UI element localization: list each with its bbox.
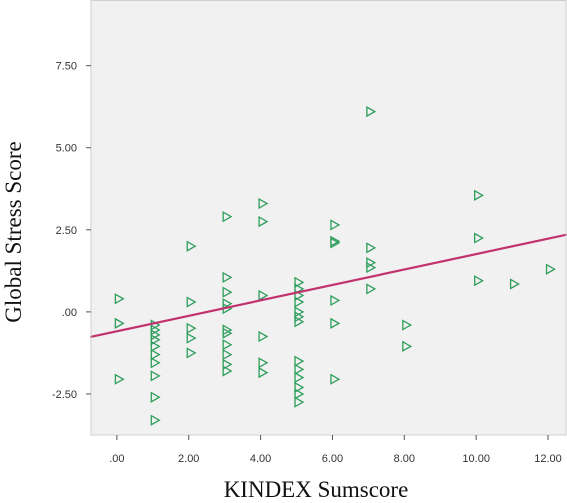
data-point-marker [186, 332, 197, 344]
data-point-marker [186, 322, 197, 334]
x-tick-label: 2.00 [178, 453, 199, 465]
data-point-marker [294, 296, 305, 308]
data-point-marker [474, 275, 484, 287]
y-tick-label: 2.50 [56, 225, 77, 237]
x-axis-ticks: .00 2.00 4.00 6.00 8.00 10.00 12.00 [109, 435, 562, 465]
data-point-marker [114, 293, 125, 305]
data-point-marker [474, 232, 484, 244]
data-point-marker [186, 240, 197, 252]
data-point-marker [545, 263, 556, 275]
data-point-marker [294, 371, 305, 384]
data-point-marker [294, 396, 305, 408]
data-point-marker [330, 317, 341, 329]
data-point-marker [222, 327, 233, 339]
data-point-marker [294, 316, 305, 328]
data-point-marker [330, 294, 341, 307]
data-point-marker [402, 340, 413, 352]
y-tick-label: .00 [62, 307, 77, 319]
data-point-marker [222, 271, 233, 284]
y-tick-label: 7.50 [56, 61, 77, 73]
data-point-marker [294, 355, 305, 367]
data-point-marker [114, 317, 125, 329]
data-point-marker [366, 283, 377, 295]
plot-background [91, 0, 566, 435]
data-point-marker [294, 276, 305, 288]
data-point-marker [186, 347, 197, 359]
data-point-marker [258, 289, 269, 302]
data-point-marker [150, 348, 161, 361]
x-axis-title: KINDEX Sumscore [224, 477, 409, 502]
data-point-marker [330, 373, 341, 385]
data-point-marker [366, 242, 377, 254]
data-point-marker [258, 215, 269, 228]
data-point-marker [222, 348, 233, 361]
x-tick-label: .00 [109, 453, 124, 465]
data-point-marker [150, 334, 161, 346]
data-point-marker [150, 391, 161, 403]
plot-frame [90, 0, 567, 436]
x-tick-label: 12.00 [534, 453, 562, 465]
y-axis-ticks: 7.50 5.00 2.50 .00 -2.50 [52, 61, 91, 401]
data-point-marker [222, 211, 233, 223]
data-point-marker [222, 339, 233, 351]
data-point-marker [330, 219, 341, 231]
data-point-marker [258, 357, 269, 369]
data-point-marker [222, 358, 233, 371]
x-tick-label: 10.00 [462, 453, 490, 465]
data-point-marker [402, 319, 413, 331]
data-point-marker [294, 388, 305, 400]
data-point-marker [258, 367, 269, 379]
data-point-marker [222, 286, 233, 298]
x-tick-label: 6.00 [322, 453, 343, 465]
y-tick-label: 5.00 [56, 143, 77, 155]
data-point-marker [366, 106, 377, 118]
y-axis-title: Global Stress Score [1, 141, 26, 322]
data-point-marker [222, 365, 233, 377]
y-tick-label: -2.50 [52, 389, 77, 401]
data-point-marker [150, 370, 161, 382]
data-point-marker [366, 261, 377, 274]
data-point-marker [114, 373, 125, 385]
x-tick-label: 8.00 [394, 453, 415, 465]
data-point-marker [474, 189, 484, 201]
data-point-marker [509, 278, 520, 290]
data-point-marker [186, 296, 197, 308]
data-point-marker [294, 381, 305, 394]
regression-line [89, 233, 567, 338]
data-point-marker [150, 414, 161, 426]
data-point-marker [258, 197, 269, 210]
data-point-marker [150, 357, 161, 369]
data-point-marker [330, 237, 341, 249]
data-point-marker [150, 340, 161, 352]
data-point-marker [294, 363, 305, 375]
x-tick-label: 4.00 [250, 453, 271, 465]
data-point-marker [258, 330, 269, 343]
